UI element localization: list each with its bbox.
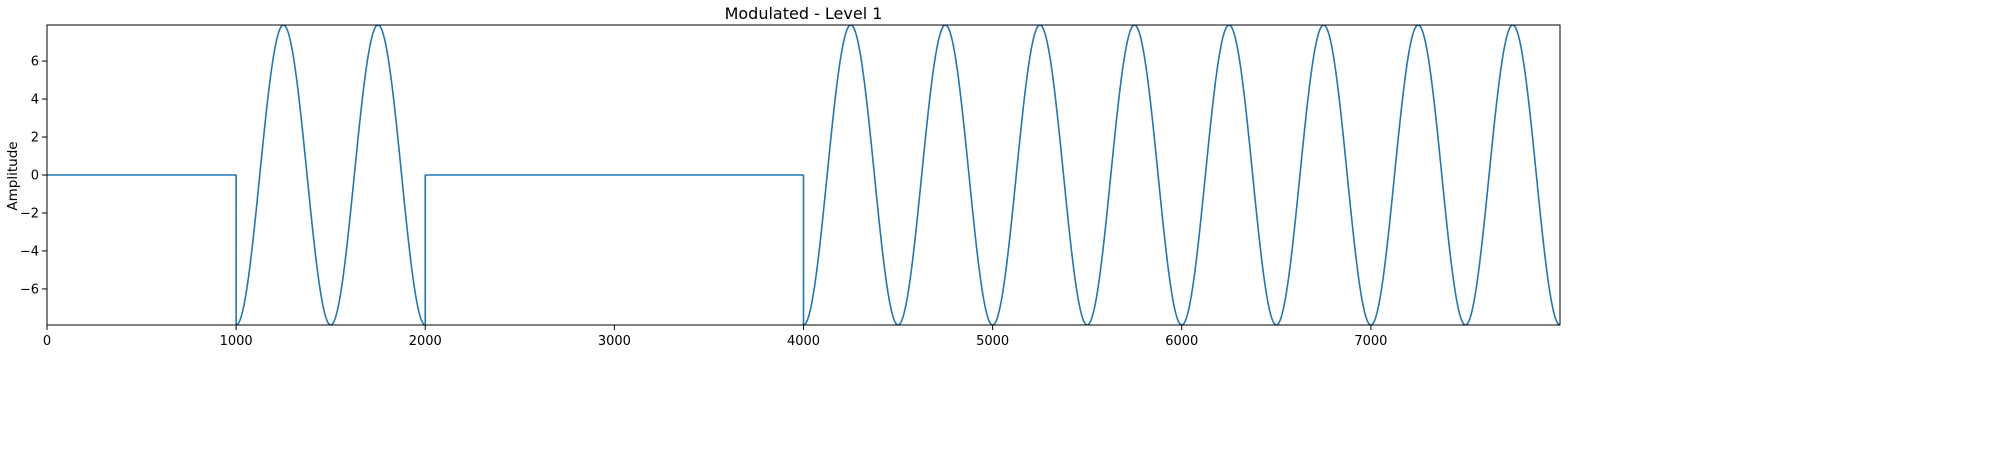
y-tick-label: 2 xyxy=(31,131,39,146)
y-tick-label: 0 xyxy=(31,169,39,184)
series-line xyxy=(47,25,1560,325)
x-ticks: 0 1000 2000 3000 4000 5000 6000 7000 xyxy=(43,325,1387,349)
y-tick-label: 4 xyxy=(31,93,39,108)
x-tick-label: 3000 xyxy=(598,334,631,349)
y-axis-label: Amplitude xyxy=(5,141,21,210)
x-tick-label: 7000 xyxy=(1354,334,1387,349)
y-tick-label: −4 xyxy=(20,244,39,259)
y-tick-label: −6 xyxy=(20,282,39,297)
x-tick-label: 0 xyxy=(43,334,51,349)
chart-title: Modulated - Level 1 xyxy=(725,4,883,23)
y-tick-label: −2 xyxy=(20,206,39,221)
x-tick-label: 4000 xyxy=(787,334,820,349)
y-tick-label: 6 xyxy=(31,55,39,70)
x-tick-label: 1000 xyxy=(220,334,253,349)
x-tick-label: 2000 xyxy=(409,334,442,349)
x-tick-label: 6000 xyxy=(1165,334,1198,349)
y-ticks: −6 −4 −2 0 2 4 6 xyxy=(20,55,47,297)
x-tick-label: 5000 xyxy=(976,334,1009,349)
plot-frame xyxy=(46,24,1561,326)
